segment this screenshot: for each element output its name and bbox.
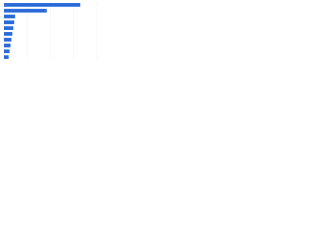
bar (4, 55, 9, 59)
bar (4, 26, 14, 30)
bar (4, 43, 11, 48)
page: (() => { const data = JSON.parse(documen… (0, 0, 320, 71)
bar (4, 3, 81, 7)
bar (4, 20, 15, 25)
bar (4, 8, 47, 13)
bar (4, 32, 13, 36)
bar (4, 14, 16, 19)
bar (4, 37, 12, 42)
bar (4, 49, 10, 54)
chart (3, 2, 98, 60)
